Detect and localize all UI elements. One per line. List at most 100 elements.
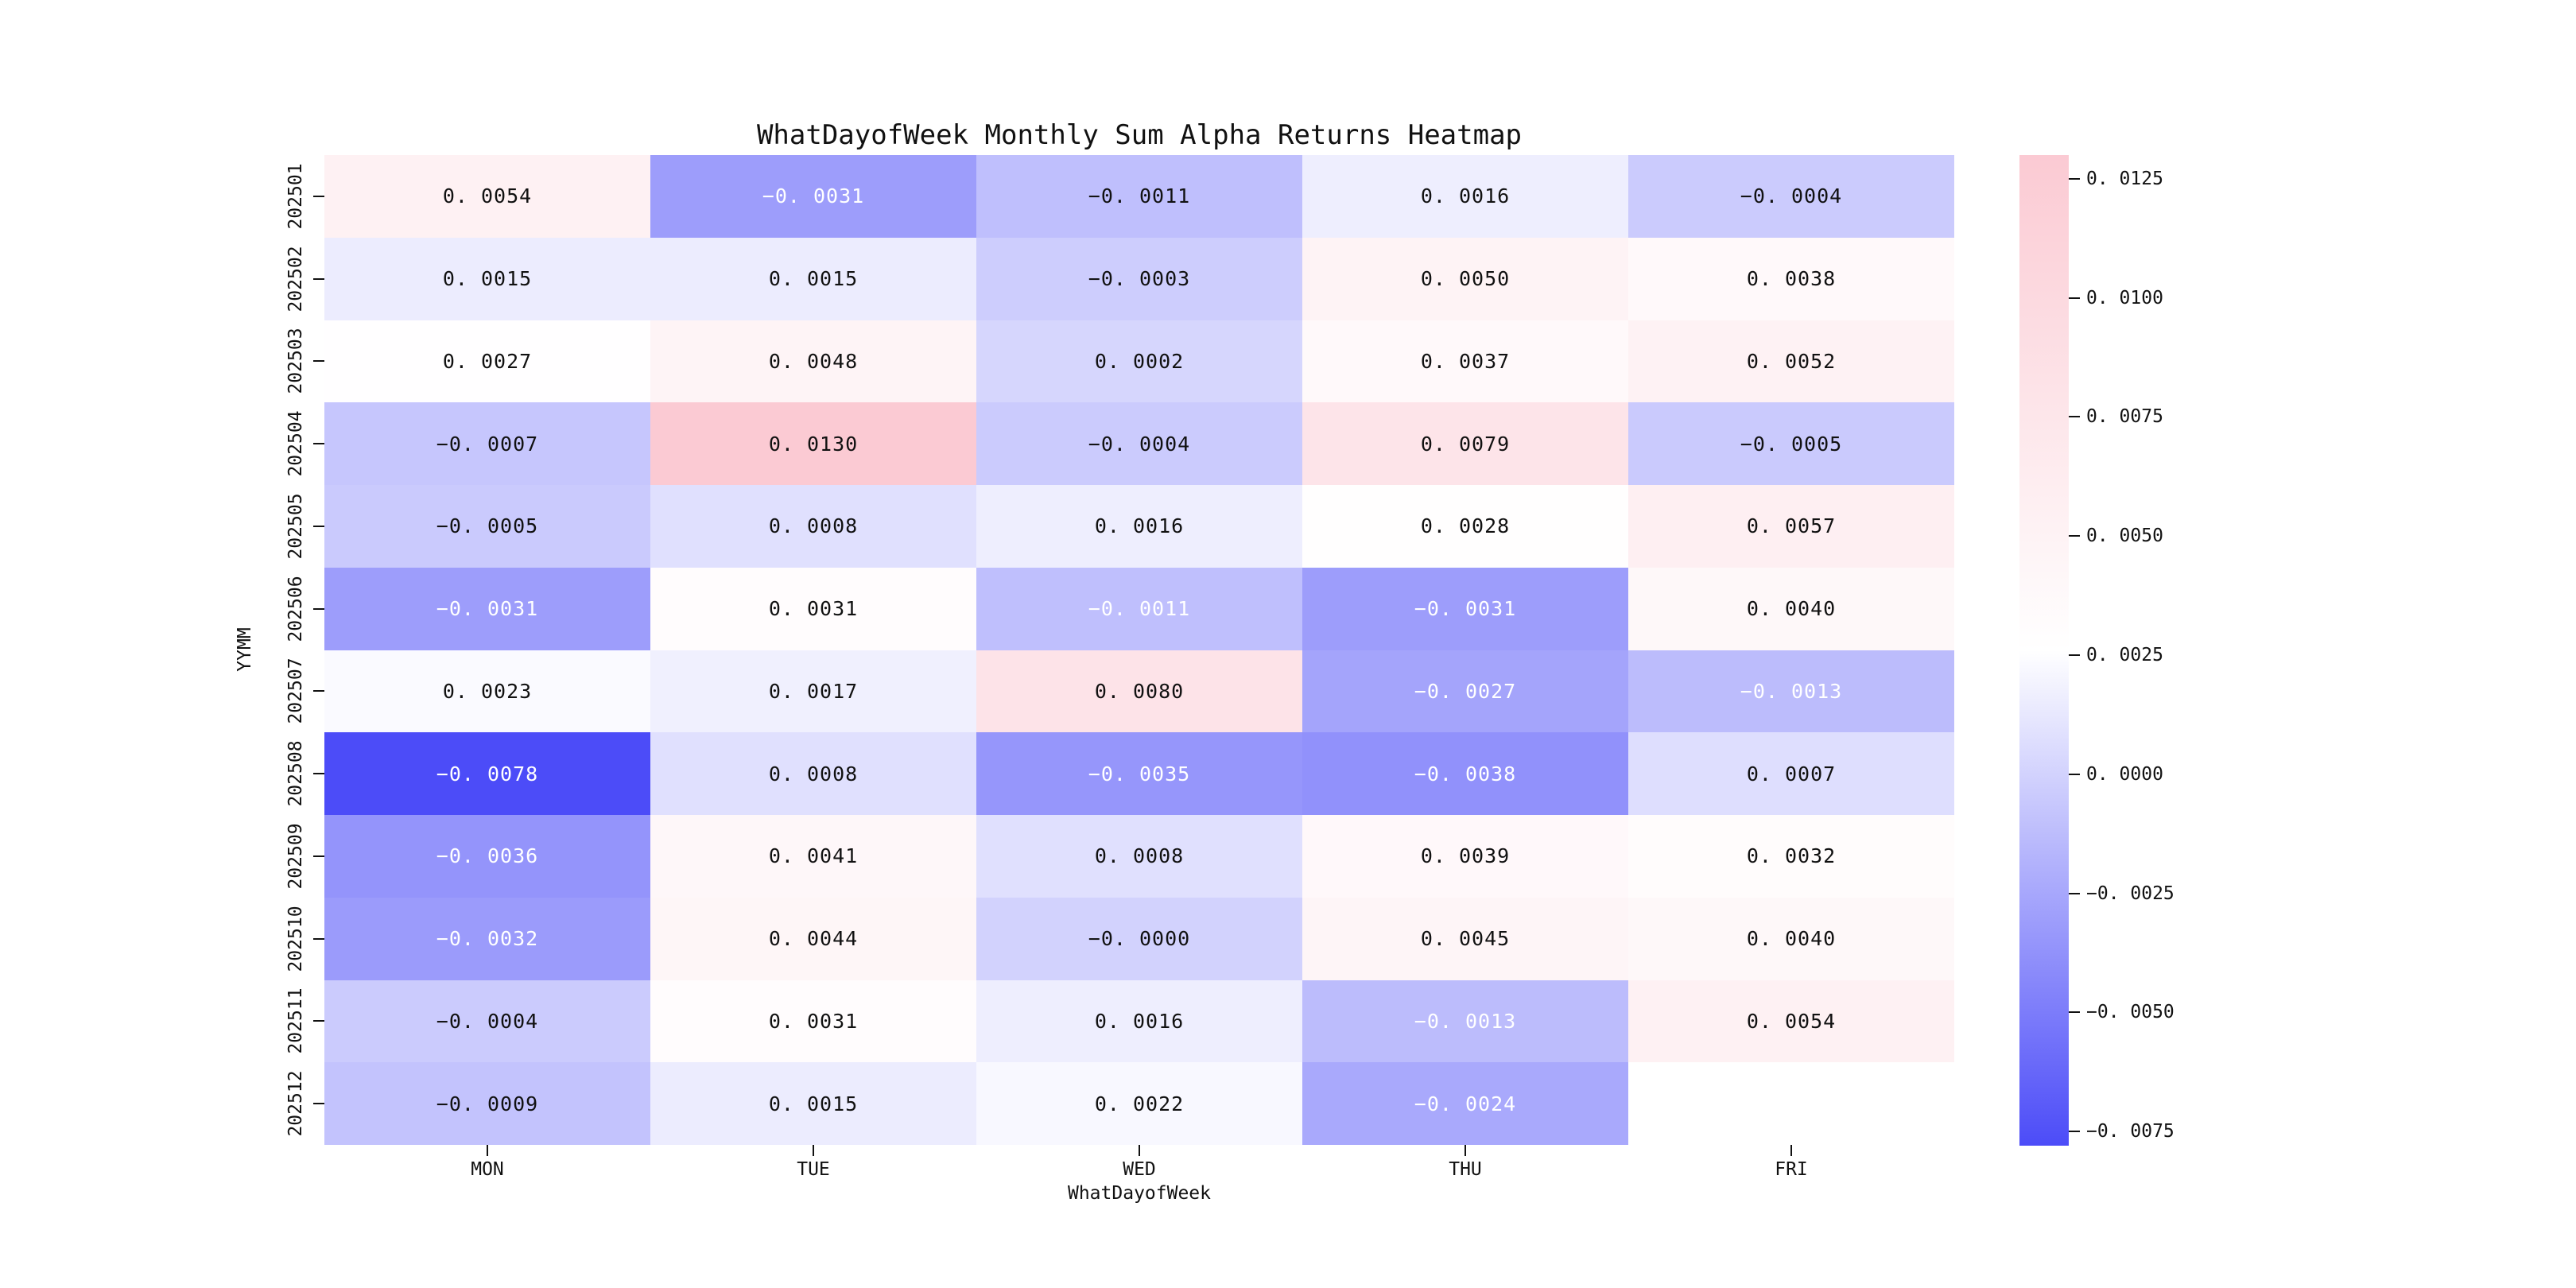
heatmap-cell: 0. 0023 bbox=[324, 650, 650, 733]
cell-value: −0. 0031 bbox=[1414, 597, 1517, 621]
heatmap-cell: 0. 0041 bbox=[650, 815, 976, 898]
y-tick-label: 202512 bbox=[285, 1070, 306, 1137]
cell-value: −0. 0035 bbox=[1088, 762, 1191, 786]
cell-value: 0. 0057 bbox=[1746, 514, 1837, 538]
cell-value: 0. 0050 bbox=[1420, 267, 1511, 291]
heatmap-cell: 0. 0022 bbox=[976, 1062, 1302, 1145]
heatmap-cell: −0. 0000 bbox=[976, 897, 1302, 980]
colorbar-tick-mark bbox=[2069, 1011, 2080, 1014]
colorbar-tick-label: 0. 0050 bbox=[2086, 526, 2163, 547]
heatmap-cell: 0. 0015 bbox=[650, 1062, 976, 1145]
cell-value: 0. 0016 bbox=[1094, 514, 1185, 538]
cell-value: 0. 0037 bbox=[1420, 349, 1511, 373]
heatmap-cell: 0. 0017 bbox=[650, 650, 976, 733]
colorbar-tick-mark bbox=[2069, 892, 2080, 894]
colorbar-tick-mark bbox=[2069, 416, 2080, 418]
heatmap-cell: 0. 0079 bbox=[1302, 402, 1628, 485]
heatmap-cell: −0. 0031 bbox=[1302, 567, 1628, 650]
colorbar-tick-label: 0. 0100 bbox=[2086, 287, 2163, 308]
heatmap-cell: −0. 0038 bbox=[1302, 732, 1628, 815]
cell-value: −0. 0000 bbox=[1088, 927, 1191, 951]
cell-value: −0. 0013 bbox=[1740, 679, 1843, 703]
cell-value: −0. 0005 bbox=[1740, 432, 1843, 456]
colorbar-tick-mark bbox=[2069, 177, 2080, 180]
x-tick-label: TUE bbox=[797, 1159, 830, 1180]
cell-value: −0. 0031 bbox=[436, 597, 539, 621]
heatmap-cell: 0. 0080 bbox=[976, 650, 1302, 733]
cell-value: 0. 0032 bbox=[1746, 844, 1837, 868]
heatmap-cell: −0. 0004 bbox=[976, 402, 1302, 485]
heatmap-cell: −0. 0007 bbox=[324, 402, 650, 485]
x-tick-mark bbox=[487, 1145, 488, 1156]
cell-value: 0. 0008 bbox=[1094, 844, 1185, 868]
chart-title: WhatDayofWeek Monthly Sum Alpha Returns … bbox=[756, 119, 1523, 151]
y-tick-label: 202508 bbox=[285, 740, 306, 807]
heatmap-cell: −0. 0013 bbox=[1302, 980, 1628, 1063]
y-tick-label: 202506 bbox=[285, 576, 306, 642]
cell-value: 0. 0130 bbox=[768, 432, 859, 456]
heatmap-cell: −0. 0004 bbox=[324, 980, 650, 1063]
cell-value: 0. 0054 bbox=[442, 184, 533, 208]
heatmap-cell: 0. 0054 bbox=[1628, 980, 1954, 1063]
cell-value: −0. 0011 bbox=[1088, 597, 1191, 621]
cell-value: 0. 0016 bbox=[1420, 184, 1511, 208]
y-tick-label: 202501 bbox=[285, 163, 306, 230]
cell-value: 0. 0044 bbox=[768, 927, 859, 951]
heatmap-cell bbox=[1628, 1062, 1954, 1145]
cell-value: 0. 0041 bbox=[768, 844, 859, 868]
y-axis-label: YYMM bbox=[235, 627, 255, 672]
cell-value: 0. 0022 bbox=[1094, 1092, 1185, 1115]
y-tick-label: 202509 bbox=[285, 823, 306, 890]
heatmap-cell: −0. 0013 bbox=[1628, 650, 1954, 733]
y-tick-label: 202502 bbox=[285, 246, 306, 312]
y-tick-mark bbox=[313, 525, 324, 527]
heatmap-grid: 0. 0054 −0. 0031 −0. 0011 0. 0016 −0. 0004 0.… bbox=[324, 155, 1954, 1145]
heatmap-cell: 0. 0008 bbox=[650, 485, 976, 568]
y-tick-mark bbox=[313, 277, 324, 280]
cell-value: −0. 0013 bbox=[1414, 1009, 1517, 1033]
heatmap-cell: 0. 0031 bbox=[650, 567, 976, 650]
heatmap-cell: −0. 0078 bbox=[324, 732, 650, 815]
heatmap-cell: 0. 0050 bbox=[1302, 237, 1628, 320]
heatmap-cell: 0. 0016 bbox=[1302, 155, 1628, 238]
cell-value: 0. 0015 bbox=[768, 267, 859, 291]
colorbar-tick-label: 0. 0000 bbox=[2086, 763, 2163, 785]
cell-value: −0. 0032 bbox=[436, 927, 539, 951]
y-tick-label: 202504 bbox=[285, 410, 306, 477]
y-tick-mark bbox=[313, 690, 324, 692]
y-tick-mark bbox=[313, 773, 324, 775]
cell-value: 0. 0016 bbox=[1094, 1009, 1185, 1033]
y-tick-label: 202510 bbox=[285, 906, 306, 972]
y-tick-label: 202507 bbox=[285, 658, 306, 724]
heatmap-cell: 0. 0002 bbox=[976, 320, 1302, 403]
heatmap-cell: 0. 0016 bbox=[976, 485, 1302, 568]
y-tick-label: 202511 bbox=[285, 987, 306, 1054]
cell-value: 0. 0048 bbox=[768, 349, 859, 373]
cell-value: 0. 0027 bbox=[442, 349, 533, 373]
heatmap-cell: −0. 0027 bbox=[1302, 650, 1628, 733]
heatmap-cell: 0. 0130 bbox=[650, 402, 976, 485]
cell-value: −0. 0027 bbox=[1414, 679, 1517, 703]
y-tick-mark bbox=[313, 1103, 324, 1105]
cell-value: 0. 0040 bbox=[1746, 597, 1837, 621]
heatmap-cell: 0. 0040 bbox=[1628, 567, 1954, 650]
cell-value: −0. 0078 bbox=[436, 762, 539, 786]
cell-value: −0. 0004 bbox=[1740, 184, 1843, 208]
heatmap-cell: 0. 0040 bbox=[1628, 897, 1954, 980]
heatmap-cell: −0. 0031 bbox=[650, 155, 976, 238]
x-tick-label: WED bbox=[1123, 1159, 1156, 1180]
colorbar: 0. 0125 0. 0100 0. 0075 0. 0050 0. 0025 0. 00… bbox=[2019, 155, 2174, 1146]
colorbar-tick-label: 0. 0125 bbox=[2086, 168, 2163, 189]
cell-value: 0. 0038 bbox=[1746, 267, 1837, 291]
x-tick-label: THU bbox=[1449, 1159, 1482, 1180]
heatmap-cell: −0. 0024 bbox=[1302, 1062, 1628, 1145]
heatmap-cell: −0. 0005 bbox=[324, 485, 650, 568]
cell-value: 0. 0023 bbox=[442, 679, 533, 703]
x-tick-mark bbox=[1790, 1145, 1792, 1156]
cell-value: 0. 0008 bbox=[768, 514, 859, 538]
y-tick-mark bbox=[313, 195, 324, 197]
colorbar-tick-label: 0. 0075 bbox=[2086, 406, 2163, 428]
x-tick-mark bbox=[1139, 1145, 1140, 1156]
colorbar-tick-label: −0. 0075 bbox=[2086, 1121, 2174, 1143]
cell-value: 0. 0002 bbox=[1094, 349, 1185, 373]
